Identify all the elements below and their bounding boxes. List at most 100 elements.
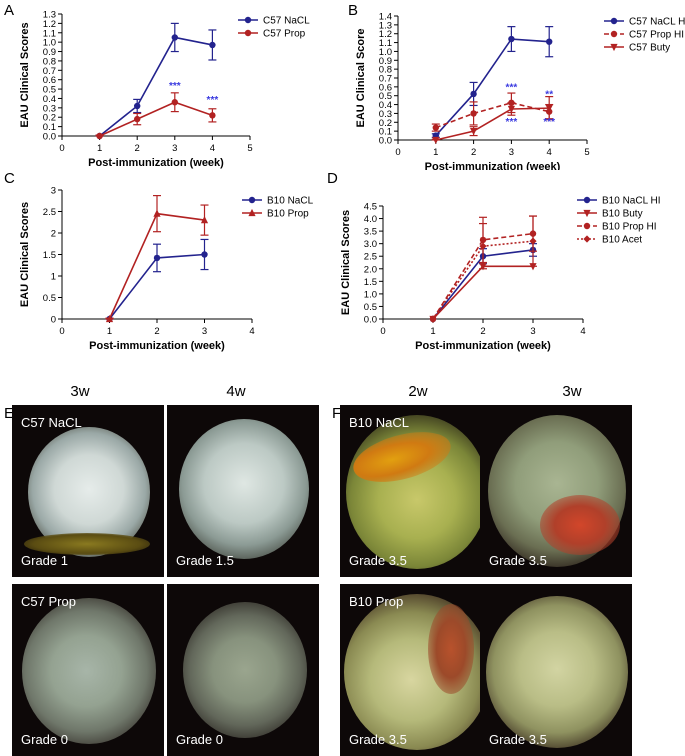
legend-label: C57 Prop bbox=[263, 29, 306, 40]
significance-annotation: *** bbox=[207, 95, 219, 106]
x-axis-label: Post-immunization (week) bbox=[425, 161, 561, 170]
x-tick-label: 3 bbox=[509, 147, 514, 158]
y-tick-label: 3 bbox=[51, 186, 56, 197]
significance-annotation: *** bbox=[506, 82, 518, 93]
photo-grade-label: Grade 3.5 bbox=[349, 732, 407, 747]
legend-label: B10 NaCL bbox=[267, 196, 314, 207]
y-tick-label: 3.5 bbox=[364, 227, 377, 238]
data-point bbox=[134, 115, 141, 123]
photo-grade-label: Grade 1 bbox=[21, 553, 68, 568]
fundus-photo-c57-prop-3w: C57 Prop Grade 0 bbox=[12, 584, 164, 756]
fundus-photo-b10-nacl-3w: Grade 3.5 bbox=[480, 405, 632, 577]
x-tick-label: 0 bbox=[395, 147, 400, 158]
y-tick-label: 0.0 bbox=[43, 132, 56, 143]
y-tick-label: 0.8 bbox=[43, 56, 56, 67]
y-tick-label: 0.7 bbox=[379, 74, 392, 85]
panel-label-b: B bbox=[348, 2, 359, 19]
series-line bbox=[435, 101, 550, 129]
y-tick-label: 0.6 bbox=[379, 82, 392, 93]
fundus-disc bbox=[179, 419, 309, 559]
data-point bbox=[432, 136, 440, 145]
photo-grade-label: Grade 0 bbox=[21, 732, 68, 747]
y-tick-label: 0 bbox=[51, 315, 56, 326]
fundus-photo-b10-nacl-2w: B10 NaCL Grade 3.5 bbox=[340, 405, 492, 577]
data-point bbox=[209, 41, 216, 49]
data-point bbox=[529, 237, 537, 245]
y-tick-label: 3.0 bbox=[364, 239, 377, 250]
photo-grade-label: Grade 3.5 bbox=[349, 553, 407, 568]
x-tick-label: 3 bbox=[172, 143, 177, 154]
x-tick-label: 1 bbox=[97, 143, 102, 154]
data-point bbox=[201, 251, 208, 258]
data-point bbox=[545, 105, 553, 113]
y-tick-label: 0.1 bbox=[379, 127, 392, 138]
y-axis-label: EAU Clinical Score bbox=[355, 28, 367, 127]
x-tick-label: 2 bbox=[154, 326, 159, 337]
data-point bbox=[200, 216, 209, 224]
chart-panel-a: 0.00.10.20.30.40.50.60.70.80.91.01.11.21… bbox=[19, 10, 310, 170]
y-tick-label: 1.3 bbox=[43, 10, 56, 21]
legend-label: B10 Prop bbox=[267, 209, 309, 220]
photo-grade-label: Grade 3.5 bbox=[489, 732, 547, 747]
x-tick-label: 1 bbox=[433, 147, 438, 158]
panel-label-d: D bbox=[327, 170, 338, 187]
y-tick-label: 0.3 bbox=[43, 103, 56, 114]
x-tick-label: 3 bbox=[202, 326, 207, 337]
y-tick-label: 0.1 bbox=[43, 122, 56, 133]
x-axis-label: Post-immunization (week) bbox=[88, 157, 224, 169]
x-tick-label: 1 bbox=[430, 326, 435, 337]
column-header-3w: 3w bbox=[70, 383, 90, 400]
x-axis-label: Post-immunization (week) bbox=[415, 340, 551, 352]
y-tick-label: 0.5 bbox=[379, 91, 392, 102]
data-point bbox=[96, 132, 103, 140]
y-tick-label: 1.0 bbox=[43, 38, 56, 49]
x-tick-label: 0 bbox=[59, 326, 64, 337]
y-tick-label: 0.2 bbox=[43, 113, 56, 124]
legend-swatch-marker bbox=[244, 16, 252, 24]
data-point bbox=[508, 35, 515, 43]
data-point bbox=[546, 38, 553, 45]
chart-panel-c: 0 0.5 1 1.5 2 2.5 3 0 1 2 3 4 Post-immunization (wee… bbox=[19, 186, 314, 353]
y-tick-label: 0.0 bbox=[379, 136, 392, 147]
fundus-photo-c57-nacl-3w: C57 NaCL Grade 1 bbox=[12, 405, 164, 577]
y-tick-label: 1.3 bbox=[379, 20, 392, 31]
y-tick-label: 1.0 bbox=[364, 289, 377, 300]
fundus-disc bbox=[183, 602, 307, 738]
y-tick-label: 2 bbox=[51, 229, 56, 240]
significance-annotation: ** bbox=[545, 89, 553, 100]
y-tick-label: 1.5 bbox=[43, 250, 56, 261]
legend-label: B10 Acet bbox=[602, 235, 642, 246]
x-tick-label: 4 bbox=[547, 147, 552, 158]
x-tick-label: 2 bbox=[480, 326, 485, 337]
y-tick-label: 4.5 bbox=[364, 202, 377, 213]
data-point bbox=[153, 209, 161, 217]
fundus-photo-b10-prop-2w: B10 Prop Grade 3.5 bbox=[340, 584, 492, 756]
y-tick-label: 0.4 bbox=[43, 94, 56, 105]
legend-swatch-marker bbox=[244, 29, 252, 37]
legend-label: C57 NaCL bbox=[263, 16, 310, 27]
photo-label-top: B10 Prop bbox=[349, 594, 404, 609]
x-tick-label: 5 bbox=[247, 143, 252, 154]
fundus-disc bbox=[22, 598, 156, 744]
series-line bbox=[99, 101, 213, 137]
y-axis-label: EAU Clinical Scores bbox=[19, 22, 31, 127]
legend-swatch-marker bbox=[610, 43, 618, 52]
y-tick-label: 1 bbox=[51, 272, 56, 283]
series-line bbox=[432, 265, 533, 320]
y-tick-label: 0.2 bbox=[379, 118, 392, 129]
legend-swatch-marker bbox=[583, 222, 591, 230]
x-tick-label: 3 bbox=[530, 326, 535, 337]
data-point bbox=[470, 128, 478, 136]
legend-label: B10 Buty bbox=[602, 209, 643, 220]
data-point bbox=[209, 112, 216, 119]
fundus-photo-b10-prop-3w: Grade 3.5 bbox=[480, 584, 632, 756]
fundus-lesion bbox=[428, 604, 474, 694]
legend-label: C57 Buty bbox=[629, 43, 670, 54]
data-point bbox=[105, 314, 114, 323]
fundus-photo-c57-prop-4w: Grade 0 bbox=[167, 584, 319, 756]
legend-swatch-marker bbox=[610, 30, 618, 38]
legend-label: B10 Prop HI bbox=[602, 222, 656, 233]
photo-grade-label: Grade 1.5 bbox=[176, 553, 234, 568]
legend-swatch-marker bbox=[583, 196, 591, 204]
x-axis-label: Post-immunization (week) bbox=[89, 340, 225, 352]
